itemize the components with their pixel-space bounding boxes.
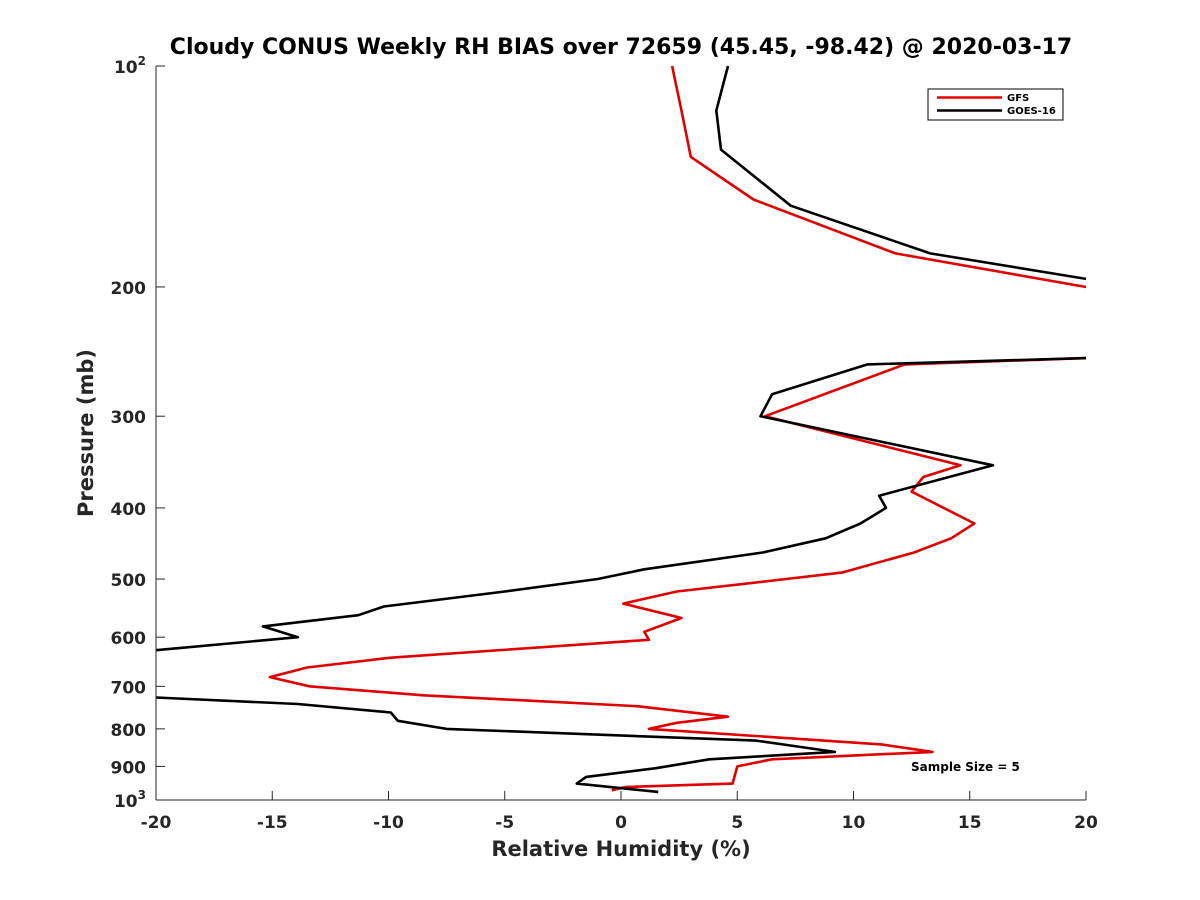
plot-area [156, 66, 1086, 800]
x-axis-ticks: -20 -15 -10 -5 0 5 10 15 20 [141, 791, 1098, 833]
x-tick-label: 15 [958, 813, 982, 833]
x-tick-label: -15 [257, 813, 288, 833]
y-tick-label: 500 [111, 571, 147, 591]
x-tick-label: -5 [495, 813, 514, 833]
legend: GFS GOES-16 [927, 88, 1064, 121]
y-axis-label: Pressure (mb) [74, 349, 98, 517]
series-line-gfs [268, 65, 1087, 792]
y-tick-label: 300 [111, 408, 147, 428]
y-tick-label: 400 [111, 500, 147, 520]
x-tick-label: 10 [842, 813, 866, 833]
x-axis-label: Relative Humidity (%) [491, 837, 750, 861]
y-tick-label: 900 [111, 758, 147, 778]
y-tick-label: 600 [111, 629, 147, 649]
legend-label-goes16: GOES-16 [1007, 106, 1056, 117]
series-line-goes-16 [155, 65, 1087, 794]
y-tick-label: 800 [111, 721, 147, 741]
legend-box [927, 88, 1064, 121]
x-tick-label: -10 [373, 813, 404, 833]
y-tick-label: 102 [114, 54, 146, 78]
x-tick-label: 0 [615, 813, 627, 833]
x-tick-label: 20 [1074, 813, 1098, 833]
y-tick-label: 700 [111, 678, 147, 698]
x-tick-label: 5 [731, 813, 743, 833]
chart-title: Cloudy CONUS Weekly RH BIAS over 72659 (… [170, 35, 1072, 60]
sample-size-annotation: Sample Size = 5 [911, 760, 1020, 774]
y-axis-ticks: 102 200 300 400 500 600 700 800 900 103 [111, 54, 165, 812]
legend-label-gfs: GFS [1007, 93, 1029, 104]
x-tick-label: -20 [141, 813, 172, 833]
y-tick-label: 103 [114, 788, 146, 812]
y-tick-label: 200 [111, 279, 147, 299]
series-layer [155, 65, 1087, 794]
